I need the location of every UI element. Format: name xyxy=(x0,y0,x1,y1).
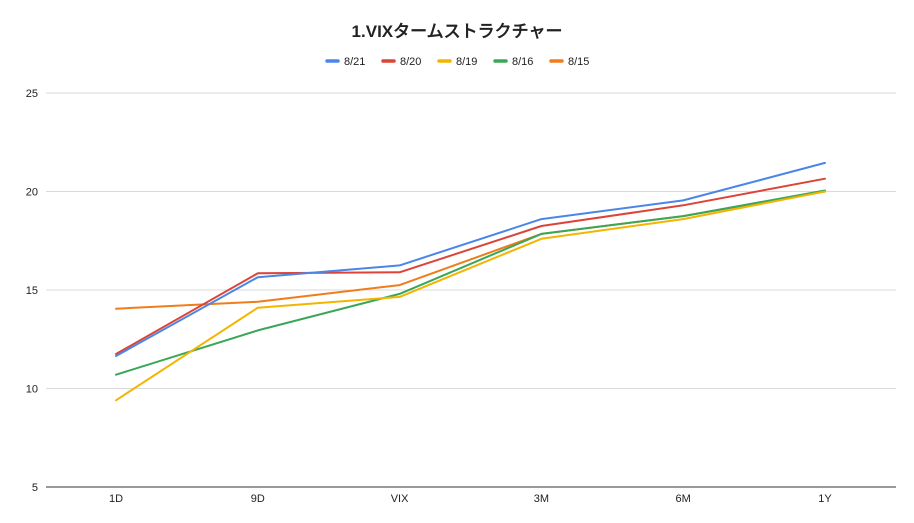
gridlines xyxy=(46,92,896,389)
y-tick-label: 5 xyxy=(32,482,38,494)
legend: 8/21 8/20 8/19 8/16 8/15 xyxy=(325,56,589,68)
legend-label: 8/19 xyxy=(456,56,477,68)
x-tick-label: 3M xyxy=(534,493,549,505)
y-tick-label: 15 xyxy=(26,285,38,297)
x-axis-ticks: 1D 9D VIX 3M 6M 1Y xyxy=(109,493,832,505)
x-tick-label: 1Y xyxy=(818,493,832,505)
series-line-8-19 xyxy=(115,190,826,402)
y-tick-label: 20 xyxy=(26,187,38,199)
chart-title: 1.VIXタームストラクチャー xyxy=(352,22,563,41)
series-line-8-16 xyxy=(115,189,826,376)
legend-label: 8/20 xyxy=(400,56,421,68)
y-tick-label: 10 xyxy=(26,384,38,396)
series-line-8-21 xyxy=(115,161,826,357)
legend-label: 8/15 xyxy=(568,56,589,68)
y-tick-label: 25 xyxy=(26,88,38,100)
series-line-8-20 xyxy=(115,177,826,355)
legend-label: 8/16 xyxy=(512,56,533,68)
x-tick-label: VIX xyxy=(391,493,409,505)
x-tick-label: 9D xyxy=(251,493,265,505)
x-tick-label: 6M xyxy=(676,493,691,505)
legend-label: 8/21 xyxy=(344,56,365,68)
y-axis-ticks: 5 10 15 20 25 xyxy=(26,88,38,494)
x-tick-label: 1D xyxy=(109,493,123,505)
series-lines xyxy=(115,161,826,402)
